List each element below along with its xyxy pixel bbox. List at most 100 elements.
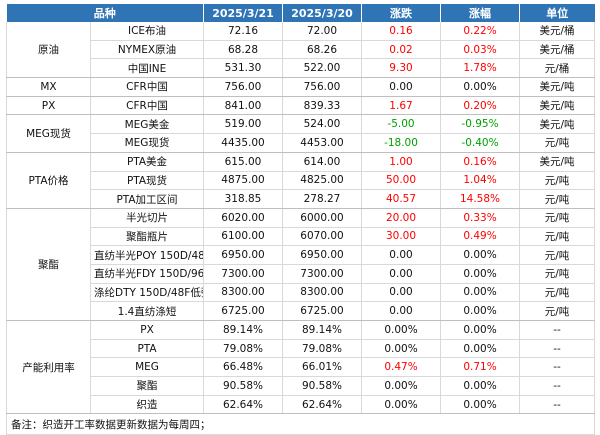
- table-row: 原油 ICE布油 72.16 72.00 0.16 0.22% 美元/桶: [6, 22, 595, 79]
- change-cell: 0.00%: [361, 376, 441, 396]
- change-pct-cell: -0.95%: [440, 114, 520, 135]
- item-name-cell: NYMEX原油: [90, 40, 204, 60]
- value-date-2-cell: 278.27: [282, 189, 362, 209]
- unit-cell: 美元/桶: [519, 22, 595, 41]
- change-cell: 20.00: [361, 208, 441, 228]
- change-cell: 0.16: [361, 22, 441, 41]
- header-change-pct: 涨幅: [440, 4, 520, 22]
- table-row: 产能利用率 PX 89.14% 89.14% 0.00% 0.00% --: [6, 320, 595, 415]
- change-pct-cell: 0.71%: [440, 357, 520, 378]
- value-date-1-cell: 66.48%: [203, 357, 283, 378]
- value-date-1-cell: 6950.00: [203, 245, 283, 265]
- table-row: 织造 62.64% 62.64% 0.00% 0.00% --: [7, 395, 595, 415]
- value-date-1-cell: 62.64%: [203, 395, 283, 415]
- table-row: 涤纶DTY 150D/48F低弹 8300.00 8300.00 0.00 0.00% 元…: [7, 283, 595, 303]
- table-row: 聚酯 90.58% 90.58% 0.00% 0.00% --: [7, 376, 595, 396]
- change-cell: 9.30: [361, 58, 441, 79]
- table-row: NYMEX原油 68.28 68.26 0.02 0.03% 美元/桶: [7, 40, 595, 60]
- item-name-cell: MEG现货: [90, 133, 204, 153]
- value-date-1-cell: 756.00: [203, 77, 283, 97]
- change-pct-cell: 1.78%: [440, 58, 520, 79]
- category-cell: MX: [6, 77, 91, 97]
- value-date-2-cell: 62.64%: [282, 395, 362, 415]
- unit-cell: 元/吨: [519, 208, 595, 228]
- unit-cell: --: [519, 376, 595, 396]
- value-date-1-cell: 6020.00: [203, 208, 283, 228]
- item-name-cell: 织造: [90, 395, 204, 415]
- item-name-cell: 直纺半光POY 150D/48F: [90, 245, 204, 265]
- value-date-2-cell: 72.00: [282, 22, 362, 41]
- table-body: 原油 ICE布油 72.16 72.00 0.16 0.22% 美元/桶 NYMEX原油 68.…: [6, 22, 595, 415]
- item-name-cell: ICE布油: [90, 22, 204, 41]
- change-cell: 40.57: [361, 189, 441, 209]
- table-row: 直纺半光POY 150D/48F 6950.00 6950.00 0.00 0.00% 元…: [7, 245, 595, 265]
- change-pct-cell: 0.49%: [440, 227, 520, 247]
- unit-cell: 元/桶: [519, 58, 595, 79]
- table-row: PX CFR中国 841.00 839.33 1.67 0.20% 美元/吨: [6, 96, 595, 116]
- item-name-cell: 中国INE: [90, 58, 204, 79]
- table-row: MEG现货 4435.00 4453.00 -18.00 -0.40% 元/吨: [7, 133, 595, 153]
- item-name-cell: PX: [90, 320, 204, 340]
- value-date-2-cell: 522.00: [282, 58, 362, 79]
- category-cell: 聚酯: [6, 208, 91, 322]
- value-date-2-cell: 90.58%: [282, 376, 362, 396]
- table-row: MEG 66.48% 66.01% 0.47% 0.71% --: [7, 357, 595, 378]
- change-cell: -18.00: [361, 133, 441, 153]
- value-date-1-cell: 6725.00: [203, 301, 283, 321]
- value-date-2-cell: 6070.00: [282, 227, 362, 247]
- unit-cell: 元/吨: [519, 171, 595, 191]
- unit-cell: --: [519, 357, 595, 378]
- unit-cell: 元/吨: [519, 189, 595, 209]
- category-cell: 产能利用率: [6, 320, 91, 415]
- change-pct-cell: 0.00%: [440, 264, 520, 284]
- change-pct-cell: 0.00%: [440, 395, 520, 415]
- value-date-1-cell: 6100.00: [203, 227, 283, 247]
- change-cell: 30.00: [361, 227, 441, 247]
- change-cell: 50.00: [361, 171, 441, 191]
- unit-cell: --: [519, 395, 595, 415]
- unit-cell: 元/吨: [519, 227, 595, 247]
- unit-cell: 元/吨: [519, 301, 595, 321]
- change-cell: 0.02: [361, 40, 441, 60]
- item-name-cell: CFR中国: [90, 96, 204, 116]
- value-date-2-cell: 839.33: [282, 96, 362, 116]
- value-date-2-cell: 4453.00: [282, 133, 362, 153]
- table-row: 聚酯 半光切片 6020.00 6000.00 20.00 0.33% 元/吨: [6, 208, 595, 322]
- item-name-cell: 涤纶DTY 150D/48F低弹: [90, 283, 204, 303]
- change-pct-cell: 0.20%: [440, 96, 520, 116]
- value-date-1-cell: 318.85: [203, 189, 283, 209]
- unit-cell: 元/吨: [519, 264, 595, 284]
- change-cell: 0.00%: [361, 395, 441, 415]
- header-change: 涨跌: [361, 4, 441, 22]
- item-name-cell: 半光切片: [90, 208, 204, 228]
- unit-cell: 美元/桶: [519, 40, 595, 60]
- change-cell: 1.67: [361, 96, 441, 116]
- item-name-cell: 聚酯瓶片: [90, 227, 204, 247]
- change-cell: 0.00: [361, 301, 441, 321]
- value-date-2-cell: 89.14%: [282, 320, 362, 340]
- unit-cell: --: [519, 339, 595, 359]
- value-date-1-cell: 90.58%: [203, 376, 283, 396]
- change-pct-cell: 0.00%: [440, 283, 520, 303]
- value-date-2-cell: 6000.00: [282, 208, 362, 228]
- note-text: 备注：织造开工率数据更新数据为每周四；: [6, 413, 595, 435]
- change-pct-cell: 0.00%: [440, 77, 520, 97]
- table-row: PTA加工区间 318.85 278.27 40.57 14.58% 元/吨: [7, 189, 595, 209]
- change-pct-cell: 0.16%: [440, 152, 520, 172]
- change-cell: 0.00: [361, 77, 441, 97]
- item-name-cell: MEG: [90, 357, 204, 378]
- header-unit: 单位: [519, 4, 595, 22]
- value-date-2-cell: 6950.00: [282, 245, 362, 265]
- value-date-1-cell: 519.00: [203, 114, 283, 135]
- unit-cell: 美元/吨: [519, 77, 595, 97]
- table-row: PTA现货 4875.00 4825.00 50.00 1.04% 元/吨: [7, 171, 595, 191]
- change-cell: 0.00: [361, 264, 441, 284]
- unit-cell: 美元/吨: [519, 114, 595, 135]
- change-cell: 0.00%: [361, 320, 441, 340]
- change-pct-cell: 14.58%: [440, 189, 520, 209]
- change-pct-cell: 1.04%: [440, 171, 520, 191]
- unit-cell: 元/吨: [519, 283, 595, 303]
- value-date-2-cell: 7300.00: [282, 264, 362, 284]
- change-cell: 0.00: [361, 283, 441, 303]
- value-date-2-cell: 79.08%: [282, 339, 362, 359]
